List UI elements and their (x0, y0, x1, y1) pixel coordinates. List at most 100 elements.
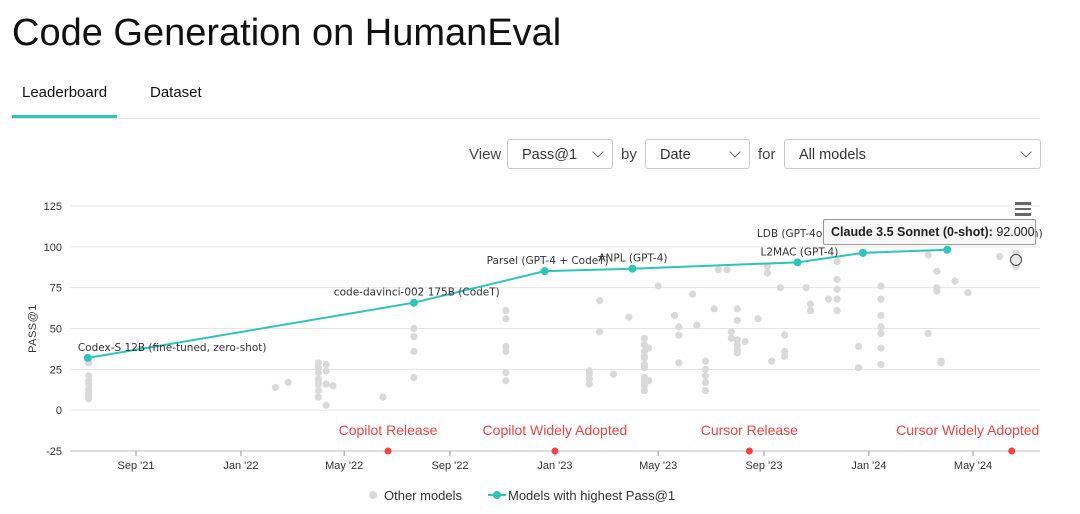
legend-label-best: Models with highest Pass@1 (508, 488, 675, 503)
other-model-point (596, 328, 604, 336)
other-model-point (763, 269, 772, 277)
other-model-point (937, 359, 945, 367)
other-model-point (322, 380, 330, 388)
best-model-point (409, 298, 418, 307)
other-model-point (640, 334, 648, 342)
best-model-point (793, 258, 802, 267)
other-model-point (502, 347, 510, 355)
tooltip-model: Claude 3.5 Sonnet (0-shot): (831, 225, 993, 239)
event-label: Cursor Widely Adopted (896, 422, 1039, 438)
best-model-point (540, 267, 549, 276)
other-model-point (877, 329, 885, 337)
other-model-point (701, 372, 710, 380)
legend-marker-best (493, 491, 501, 499)
x-tick-label: Jan '22 (223, 460, 258, 472)
other-model-point (877, 282, 885, 290)
best-model-point (83, 353, 92, 362)
best-model-label: L2MAC (GPT-4) (761, 246, 839, 258)
other-model-point (933, 267, 941, 275)
other-model-point (933, 287, 941, 295)
other-model-point (502, 306, 510, 315)
y-tick-label: 125 (44, 201, 62, 213)
other-model-point (502, 369, 510, 377)
other-model-point (701, 365, 710, 373)
y-tick-label: 0 (56, 405, 62, 417)
for-label: for (758, 146, 776, 163)
other-model-point (609, 370, 618, 378)
chart-tooltip: Claude 3.5 Sonnet (0-shot): 92.000 (823, 219, 1036, 245)
x-tick-label: May '24 (954, 460, 992, 472)
other-model-point (284, 378, 292, 386)
x-axis-select[interactable]: Date (645, 139, 750, 169)
other-model-point (733, 305, 741, 313)
tooltip-value: 92.000 (996, 225, 1035, 239)
best-model-label: Codex-S 12B (fine-tuned, zero-shot) (78, 342, 267, 354)
other-model-point (410, 347, 418, 355)
legend-label-other: Other models (384, 488, 463, 503)
other-model-point (951, 277, 959, 285)
metric-select[interactable]: Pass@1 (507, 139, 613, 169)
best-model-point (943, 245, 952, 254)
other-model-point (833, 275, 841, 284)
other-model-point (833, 257, 841, 266)
pass-at-1-chart: 125 100 75 50 25 0 -25 PASS@1 Sep '21 Jan '22 May … (27, 201, 1043, 503)
other-model-point (781, 331, 789, 339)
other-model-point (727, 328, 735, 336)
x-axis-select-value: Date (660, 147, 691, 163)
x-tick-label: Jan '23 (537, 460, 572, 472)
tab-dataset[interactable]: Dataset (150, 84, 202, 101)
other-model-point (854, 364, 863, 372)
chart-controls: View Pass@1 by Date for All models (0, 139, 1080, 169)
other-model-point (924, 251, 932, 259)
other-model-point (854, 342, 863, 351)
event-marker (745, 447, 753, 455)
other-model-point (640, 386, 648, 395)
page-title: Code Generation on HumanEval (12, 12, 562, 54)
best-model-label: ANPL (GPT-4) (598, 253, 667, 265)
y-tick-label: 100 (44, 242, 62, 254)
best-model-label: code-davinci-002 175B (CodeT) (334, 287, 500, 299)
x-tick-label: Sep '21 (118, 460, 155, 472)
other-model-point (640, 364, 648, 372)
other-model-point (924, 329, 932, 337)
by-label: by (621, 146, 637, 163)
other-model-point (314, 393, 322, 401)
y-tick-label: 50 (50, 324, 62, 336)
other-model-point (410, 333, 418, 341)
y-tick-label: 75 (50, 283, 62, 295)
x-tick-label: May '22 (325, 460, 363, 472)
other-model-point (733, 316, 741, 324)
tab-leaderboard[interactable]: Leaderboard (22, 84, 108, 101)
other-model-point (877, 323, 885, 331)
best-model-point (858, 248, 867, 257)
chevron-down-icon (592, 146, 604, 158)
other-model-point (675, 359, 683, 367)
active-tab-indicator (12, 115, 117, 118)
other-model-point (640, 354, 648, 362)
other-model-point (701, 386, 710, 395)
other-model-point (833, 306, 841, 315)
other-model-point (410, 373, 418, 382)
model-filter-select[interactable]: All models (784, 139, 1041, 169)
x-tick-label: Sep '23 (745, 460, 782, 472)
other-model-point (502, 315, 510, 323)
other-model-point (654, 282, 662, 290)
other-model-point (741, 337, 749, 346)
other-model-point (645, 344, 653, 352)
other-model-point (670, 311, 679, 320)
event-marker (551, 447, 559, 455)
x-tick-label: Jan '24 (851, 460, 886, 472)
other-model-point (733, 349, 741, 357)
tab-bar: Leaderboard Dataset (12, 78, 1040, 119)
other-model-point (781, 352, 789, 360)
legend-marker-other (369, 491, 377, 499)
other-model-point (379, 393, 387, 401)
chart-menu-icon[interactable] (1015, 202, 1031, 216)
other-model-point (502, 377, 510, 385)
other-model-point (585, 380, 593, 388)
other-model-point (964, 288, 972, 297)
other-model-point (754, 315, 762, 323)
metric-select-value: Pass@1 (522, 147, 578, 163)
event-label: Copilot Release (339, 422, 438, 438)
other-model-point (710, 305, 718, 313)
